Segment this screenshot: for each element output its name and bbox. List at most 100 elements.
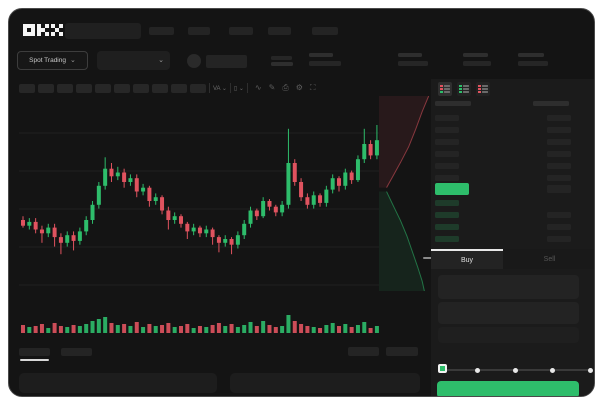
order-input-2[interactable]: [438, 327, 579, 343]
timeframe-button-7[interactable]: [152, 83, 168, 93]
book-view-both-icon[interactable]: [438, 82, 452, 96]
tab-buy[interactable]: Buy: [431, 249, 503, 269]
search-input[interactable]: [65, 23, 141, 39]
order-input-0[interactable]: [438, 275, 579, 299]
timeframe-button-9[interactable]: [190, 83, 206, 93]
nav-item-1[interactable]: [188, 27, 210, 35]
buy-tab-label: Buy: [460, 256, 474, 264]
trade-panel: Buy Sell: [431, 79, 594, 396]
indicator-wave-icon[interactable]: ∿: [254, 83, 262, 92]
ticker-stat-value: [309, 61, 341, 66]
ask-amount-2: [547, 139, 571, 145]
camera-icon[interactable]: ⎙: [282, 83, 289, 92]
okx-trading-window: Spot Trading ⌄ ⌄ VA ⌄ ▯ ⌄ ∿ ✎ ⎙ ⚙ ⛶ Buy Sell: [8, 8, 595, 397]
sell-tab-label: Sell: [543, 255, 556, 263]
pair-name-placeholder: [206, 55, 247, 68]
ticker-price-line: [271, 56, 292, 60]
timeframe-button-8[interactable]: [171, 83, 187, 93]
active-tab-underline: [20, 359, 49, 361]
bottom-action-button-1[interactable]: [386, 347, 418, 356]
bid-amount-2: [547, 224, 571, 230]
slider-stop-50[interactable]: [512, 367, 518, 373]
stat-label-2: [518, 53, 544, 57]
chart-toolbar: VA ⌄ ▯ ⌄ ∿ ✎ ⎙ ⚙ ⛶: [19, 83, 316, 93]
chart-type-dropdown[interactable]: ▯ ⌄: [233, 85, 244, 92]
bid-price-1: [435, 212, 459, 218]
stat-value-0: [398, 61, 428, 66]
tab-sell[interactable]: Sell: [503, 249, 594, 269]
ask-price-0: [435, 115, 459, 121]
chevron-down-icon: ⌄: [158, 57, 164, 64]
bottom-panel-1: [230, 373, 420, 393]
nav-item-3[interactable]: [268, 27, 291, 35]
order-input-1[interactable]: [438, 302, 579, 324]
fullscreen-icon[interactable]: ⛶: [309, 83, 316, 92]
draw-icon[interactable]: ✎: [268, 83, 276, 92]
pair-selector-dropdown[interactable]: ⌄: [97, 51, 170, 70]
ask-amount-4: [547, 163, 571, 169]
logo-letter-X: [51, 24, 63, 36]
timeframe-button-4[interactable]: [95, 83, 111, 93]
bid-price-3: [435, 236, 459, 242]
bid-price-0: [435, 200, 459, 206]
timeframe-button-0[interactable]: [19, 83, 35, 93]
bid-price-2: [435, 224, 459, 230]
last-amount-bar: [547, 185, 571, 191]
buy-button[interactable]: [437, 381, 579, 396]
slider-stop-25[interactable]: [475, 367, 480, 373]
toolbar-separator: [209, 83, 210, 93]
timeframe-button-1[interactable]: [38, 83, 54, 93]
orderbook-amount-header: [533, 101, 569, 106]
slider-stop-100[interactable]: [587, 367, 593, 373]
ask-amount-3: [547, 151, 571, 157]
toolbar-separator: [246, 83, 248, 93]
orderbook-price-header: [435, 101, 471, 106]
interval-dropdown[interactable]: VA ⌄: [213, 85, 227, 92]
ask-amount-5: [547, 175, 571, 181]
ask-price-3: [435, 151, 459, 157]
settings-icon[interactable]: ⚙: [295, 83, 303, 92]
slider-stop-75[interactable]: [550, 367, 555, 373]
bottom-tab-1[interactable]: [61, 348, 92, 356]
nav-item-0[interactable]: [149, 27, 174, 35]
ask-price-5: [435, 175, 459, 181]
depth-chart: [379, 96, 433, 291]
ticker-subprice-line: [271, 62, 293, 66]
spot-trading-dropdown[interactable]: Spot Trading ⌄: [17, 51, 88, 70]
logo-letter-K: [37, 24, 49, 36]
timeframe-button-2[interactable]: [57, 83, 73, 93]
bottom-tab-0[interactable]: [19, 348, 50, 356]
stat-value-1: [463, 61, 491, 66]
stat-label-0: [398, 53, 422, 57]
timeframe-button-3[interactable]: [76, 83, 92, 93]
last-price-marker: [423, 257, 432, 259]
book-view-bids-icon[interactable]: [457, 82, 471, 96]
bid-amount-1: [547, 212, 571, 218]
timeframe-button-6[interactable]: [133, 83, 149, 93]
coin-icon: [187, 54, 201, 68]
timeframe-button-5[interactable]: [114, 83, 130, 93]
ask-price-1: [435, 127, 459, 133]
amount-slider[interactable]: [438, 363, 593, 373]
ask-price-4: [435, 163, 459, 169]
spot-trading-label: Spot Trading: [29, 57, 66, 64]
logo-letter-O: [23, 24, 35, 36]
bottom-panel-0: [19, 373, 217, 393]
stat-label-1: [463, 53, 488, 57]
buy-sell-tabbar: Buy Sell: [431, 249, 594, 269]
ask-amount-1: [547, 127, 571, 133]
nav-item-2[interactable]: [229, 27, 253, 35]
bid-amount-3: [547, 236, 571, 242]
book-view-asks-icon[interactable]: [476, 82, 490, 96]
slider-handle[interactable]: [438, 363, 447, 373]
stat-value-2: [518, 61, 548, 66]
nav-item-4[interactable]: [312, 27, 338, 35]
ticker-stat-label: [309, 53, 333, 57]
candlestick-chart[interactable]: [19, 101, 379, 341]
toolbar-separator: [229, 83, 231, 93]
orderbook-view-toggles: [438, 82, 490, 96]
bottom-action-button-0[interactable]: [348, 347, 379, 356]
chevron-down-icon: ⌄: [69, 57, 76, 64]
ask-price-2: [435, 139, 459, 145]
last-price-badge: [435, 183, 469, 195]
